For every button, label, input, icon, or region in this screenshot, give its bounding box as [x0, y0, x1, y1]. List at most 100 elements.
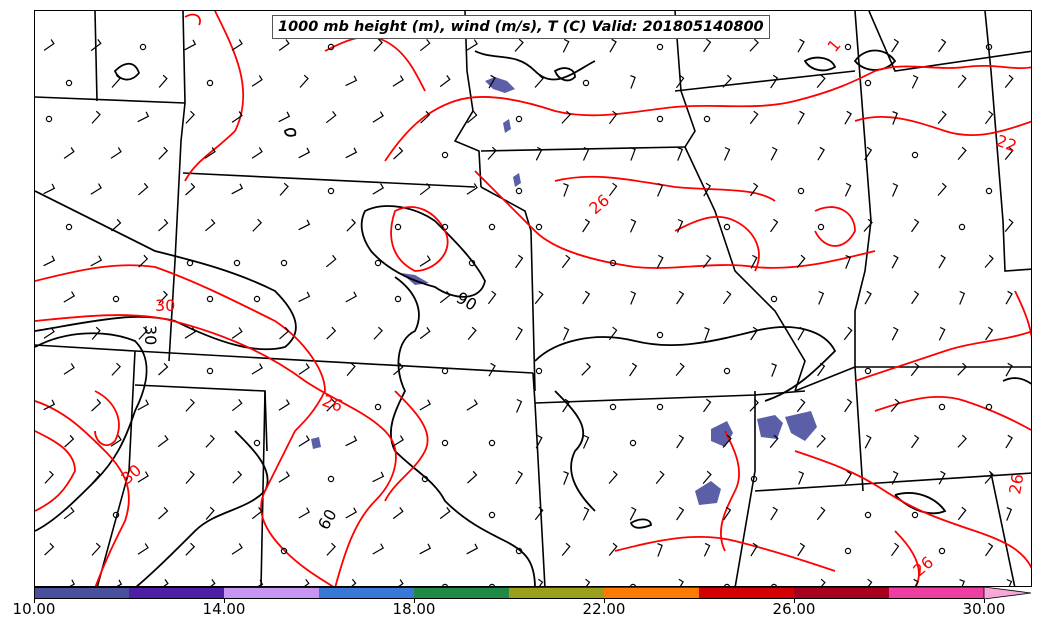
wind-barb: [157, 435, 169, 448]
colorbar-segment: [319, 587, 415, 599]
wind-barb: [488, 74, 496, 89]
wind-barb: [863, 218, 873, 232]
calm-wind-marker: [656, 403, 664, 411]
wind-barb: [723, 506, 732, 521]
wind-barb: [466, 183, 478, 195]
calm-wind-marker: [770, 583, 778, 586]
wind-barb: [957, 434, 967, 448]
wind-barb: [891, 326, 899, 341]
wind-barb: [185, 470, 195, 484]
wind-barb: [534, 290, 544, 305]
wind-barbs: [43, 38, 1014, 586]
wind-barb: [582, 146, 590, 161]
colorbar-segment: [34, 587, 130, 599]
calm-wind-marker: [629, 583, 637, 586]
wind-barb: [419, 327, 431, 340]
wind-barb: [911, 290, 920, 305]
wind-barb: [984, 110, 994, 125]
wind-barb: [891, 470, 899, 485]
wind-barb: [278, 399, 290, 411]
wind-barb: [676, 218, 684, 233]
wind-barb: [392, 435, 404, 447]
wind-barb: [298, 435, 310, 447]
wind-barb: [844, 182, 852, 197]
wind-barb: [372, 543, 385, 555]
wind-barb: [393, 146, 404, 160]
wind-barb: [957, 146, 967, 160]
wind-barb: [629, 362, 638, 377]
wind-barb: [184, 39, 197, 51]
wind-barb: [864, 146, 873, 161]
calm-wind-marker: [253, 439, 261, 447]
wind-barb: [703, 398, 712, 413]
wind-barb: [656, 254, 664, 269]
calm-wind-marker: [797, 187, 805, 195]
wind-barb: [138, 182, 149, 196]
wind-barb: [629, 218, 637, 233]
wind-barb: [137, 111, 150, 123]
wind-barb: [911, 434, 920, 449]
wind-barb: [563, 183, 569, 197]
colorbar-tick-label: 18.00: [392, 600, 436, 618]
wind-barb: [770, 146, 778, 161]
wind-barb: [1006, 578, 1013, 586]
wind-barb: [44, 542, 55, 556]
calm-wind-marker: [723, 583, 731, 586]
wind-barb: [63, 291, 76, 303]
calm-wind-marker: [112, 295, 120, 303]
wind-barb: [392, 75, 404, 87]
wind-barb: [90, 39, 102, 52]
wind-barb: [892, 111, 898, 125]
calm-wind-marker: [394, 223, 402, 231]
wind-barb: [845, 255, 852, 269]
calm-wind-marker: [770, 295, 778, 303]
calm-wind-marker: [65, 79, 73, 87]
calm-wind-marker: [535, 223, 543, 231]
wind-barb: [488, 362, 496, 377]
wind-barb: [231, 183, 244, 195]
wind-barb: [657, 182, 664, 197]
wind-barb: [1005, 362, 1013, 377]
wind-barb: [515, 470, 524, 485]
wind-barb: [582, 506, 590, 521]
wind-barb: [204, 147, 216, 159]
wind-barb: [676, 506, 685, 521]
calm-wind-marker: [985, 403, 993, 411]
wind-barb: [1004, 74, 1014, 88]
wind-barb: [158, 362, 169, 376]
wind-barb: [158, 506, 169, 520]
wind-barb: [864, 290, 872, 305]
wind-barb: [534, 74, 544, 88]
wind-barb: [393, 362, 404, 376]
wind-barb: [158, 146, 169, 160]
wind-barb: [346, 362, 356, 376]
colorbar-segment: [794, 587, 890, 599]
wind-barb: [419, 255, 431, 267]
wind-barb: [582, 218, 591, 233]
colorbar-extend-arrow: [983, 587, 1032, 599]
wind-barb: [749, 398, 759, 412]
wind-barb: [816, 506, 826, 521]
wind-barb: [304, 579, 310, 586]
wind-barb: [1006, 507, 1013, 521]
wind-barb: [298, 291, 311, 303]
wind-barb: [326, 326, 337, 340]
wind-barb: [957, 506, 967, 521]
wind-barb: [985, 326, 994, 341]
wind-barb: [439, 507, 451, 520]
wind-barb: [704, 327, 710, 341]
wind-barb: [110, 147, 122, 159]
wind-barb: [816, 74, 826, 88]
calm-wind-marker: [817, 223, 825, 231]
state-boundaries: [35, 11, 1031, 586]
calm-wind-marker: [958, 223, 966, 231]
wind-barb: [750, 542, 758, 557]
wind-barb: [703, 542, 711, 557]
calm-wind-marker: [327, 43, 335, 51]
wind-barb: [158, 290, 168, 304]
calm-wind-marker: [441, 151, 449, 159]
wind-barb: [535, 146, 543, 161]
wind-barb: [210, 579, 216, 586]
wind-barb: [749, 38, 759, 52]
wind-barb: [232, 470, 243, 484]
